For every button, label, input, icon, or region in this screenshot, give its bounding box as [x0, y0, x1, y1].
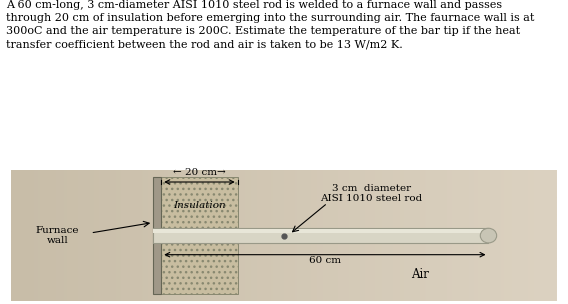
Text: Air: Air — [411, 268, 429, 281]
Text: Insulation: Insulation — [173, 201, 226, 209]
Bar — [161, 243, 237, 294]
Bar — [153, 228, 488, 243]
Bar — [153, 230, 488, 233]
Text: Furnace
wall: Furnace wall — [36, 226, 80, 245]
Text: 60 cm: 60 cm — [309, 256, 341, 265]
Bar — [161, 177, 237, 228]
Text: ← 20 cm→: ← 20 cm→ — [173, 168, 226, 177]
Text: 3 cm  diameter
AISI 1010 steel rod: 3 cm diameter AISI 1010 steel rod — [320, 184, 423, 203]
Ellipse shape — [481, 228, 496, 243]
Bar — [153, 177, 161, 294]
Text: A 60 cm-long, 3 cm-diameter AISI 1010 steel rod is welded to a furnace wall and : A 60 cm-long, 3 cm-diameter AISI 1010 st… — [6, 0, 534, 50]
